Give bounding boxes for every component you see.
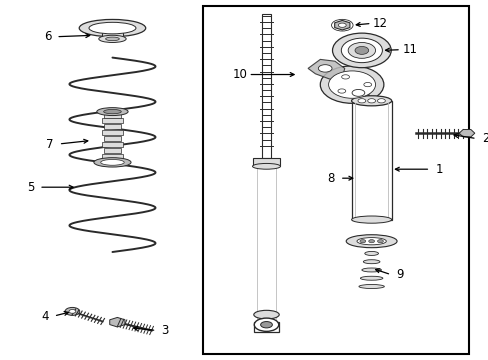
Text: 8: 8 [326,172,334,185]
Polygon shape [458,130,474,137]
Ellipse shape [332,33,390,68]
Bar [203,6,468,354]
Bar [104,112,121,117]
Text: 3: 3 [161,324,169,337]
Ellipse shape [79,19,145,37]
Ellipse shape [357,99,365,103]
Ellipse shape [364,252,378,256]
Ellipse shape [338,23,346,27]
Ellipse shape [360,276,382,280]
Text: 12: 12 [372,17,387,30]
Ellipse shape [347,42,375,58]
Ellipse shape [320,66,383,103]
Ellipse shape [351,216,391,223]
Bar [252,158,280,166]
Bar [102,142,122,147]
Ellipse shape [337,89,345,93]
Ellipse shape [363,82,371,87]
Polygon shape [109,318,125,327]
Text: 11: 11 [402,43,416,56]
Ellipse shape [368,240,374,243]
Bar [104,136,121,141]
Bar [104,124,121,130]
Ellipse shape [341,75,349,79]
Ellipse shape [351,96,391,106]
Polygon shape [342,83,368,99]
Bar [104,148,121,153]
Bar [351,101,391,220]
Bar [261,14,271,158]
Text: 5: 5 [26,181,34,194]
Text: 1: 1 [434,163,442,176]
Ellipse shape [101,159,124,165]
Ellipse shape [377,99,385,103]
Ellipse shape [351,89,364,96]
Ellipse shape [69,310,76,313]
Ellipse shape [361,268,381,272]
Ellipse shape [94,158,131,167]
Polygon shape [307,59,344,79]
Ellipse shape [358,284,384,288]
Ellipse shape [260,321,272,328]
Ellipse shape [354,46,368,54]
Text: 4: 4 [41,310,49,323]
Ellipse shape [253,310,279,319]
Ellipse shape [356,238,386,245]
Ellipse shape [328,71,375,98]
Ellipse shape [89,22,136,34]
Ellipse shape [254,318,278,331]
Ellipse shape [252,163,280,169]
Ellipse shape [318,65,331,72]
Bar [102,154,122,159]
Ellipse shape [99,35,126,42]
Ellipse shape [341,38,382,63]
Text: 2: 2 [481,132,488,145]
Ellipse shape [359,240,365,243]
Text: 9: 9 [395,268,403,281]
Text: 6: 6 [43,30,51,43]
Bar [253,322,279,332]
Ellipse shape [97,108,128,116]
Ellipse shape [65,307,80,315]
Text: 10: 10 [232,68,246,81]
Bar [102,118,122,123]
Text: 7: 7 [46,138,54,150]
Bar [102,130,122,135]
Polygon shape [334,21,349,30]
Bar [102,27,123,39]
Ellipse shape [346,235,396,248]
Ellipse shape [103,109,121,114]
Ellipse shape [105,37,119,41]
Ellipse shape [377,240,383,243]
Ellipse shape [363,260,379,264]
Ellipse shape [367,99,375,103]
